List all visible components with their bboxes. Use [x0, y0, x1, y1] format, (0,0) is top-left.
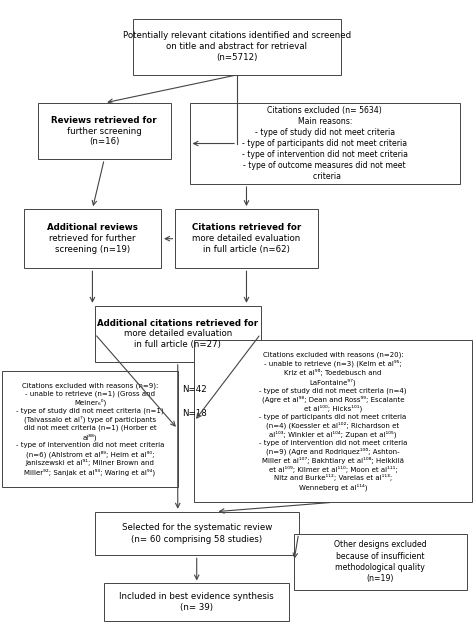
FancyBboxPatch shape	[190, 103, 460, 184]
Text: N=42: N=42	[182, 386, 207, 394]
FancyBboxPatch shape	[24, 209, 161, 268]
Text: Additional reviews: Additional reviews	[47, 223, 138, 232]
FancyBboxPatch shape	[194, 340, 472, 502]
FancyBboxPatch shape	[95, 306, 261, 362]
Text: Other designs excluded
because of insufficient
methodological quality
(n=19): Other designs excluded because of insuff…	[334, 540, 427, 583]
Text: in full article (n=27): in full article (n=27)	[134, 340, 221, 349]
Text: Selected for the systematic review
(n= 60 comprising 58 studies): Selected for the systematic review (n= 6…	[122, 524, 272, 544]
Text: Citations excluded with reasons (n=20):
- unable to retrieve (n=3) (Kelm et al⁹⁵: Citations excluded with reasons (n=20): …	[259, 352, 407, 490]
FancyBboxPatch shape	[95, 512, 299, 555]
FancyBboxPatch shape	[2, 371, 178, 487]
Text: further screening: further screening	[67, 127, 142, 135]
FancyBboxPatch shape	[175, 209, 318, 268]
FancyBboxPatch shape	[104, 583, 289, 621]
Text: Reviews retrieved for: Reviews retrieved for	[52, 116, 157, 125]
Text: Potentially relevant citations identified and screened
on title and abstract for: Potentially relevant citations identifie…	[123, 31, 351, 62]
Text: more detailed evaluation: more detailed evaluation	[124, 329, 232, 338]
Text: in full article (n=62): in full article (n=62)	[203, 245, 290, 254]
Text: retrieved for further: retrieved for further	[49, 234, 136, 243]
Text: Citations retrieved for: Citations retrieved for	[192, 223, 301, 232]
Text: more detailed evaluation: more detailed evaluation	[192, 234, 301, 243]
FancyBboxPatch shape	[133, 19, 341, 75]
Text: N=18: N=18	[182, 409, 207, 417]
Text: Additional citations retrieved for: Additional citations retrieved for	[97, 319, 258, 328]
Text: Citations excluded (n= 5634)
Main reasons:
- type of study did not meet criteria: Citations excluded (n= 5634) Main reason…	[242, 105, 408, 182]
FancyBboxPatch shape	[38, 103, 171, 159]
Text: Citations excluded with reasons (n=9):
- unable to retrieve (n=1) (Gross and
Mei: Citations excluded with reasons (n=9): -…	[16, 383, 164, 475]
Text: screening (n=19): screening (n=19)	[55, 245, 130, 254]
FancyBboxPatch shape	[294, 534, 467, 590]
Text: (n=16): (n=16)	[89, 137, 119, 146]
Text: Included in best evidence synthesis
(n= 39): Included in best evidence synthesis (n= …	[119, 592, 274, 612]
